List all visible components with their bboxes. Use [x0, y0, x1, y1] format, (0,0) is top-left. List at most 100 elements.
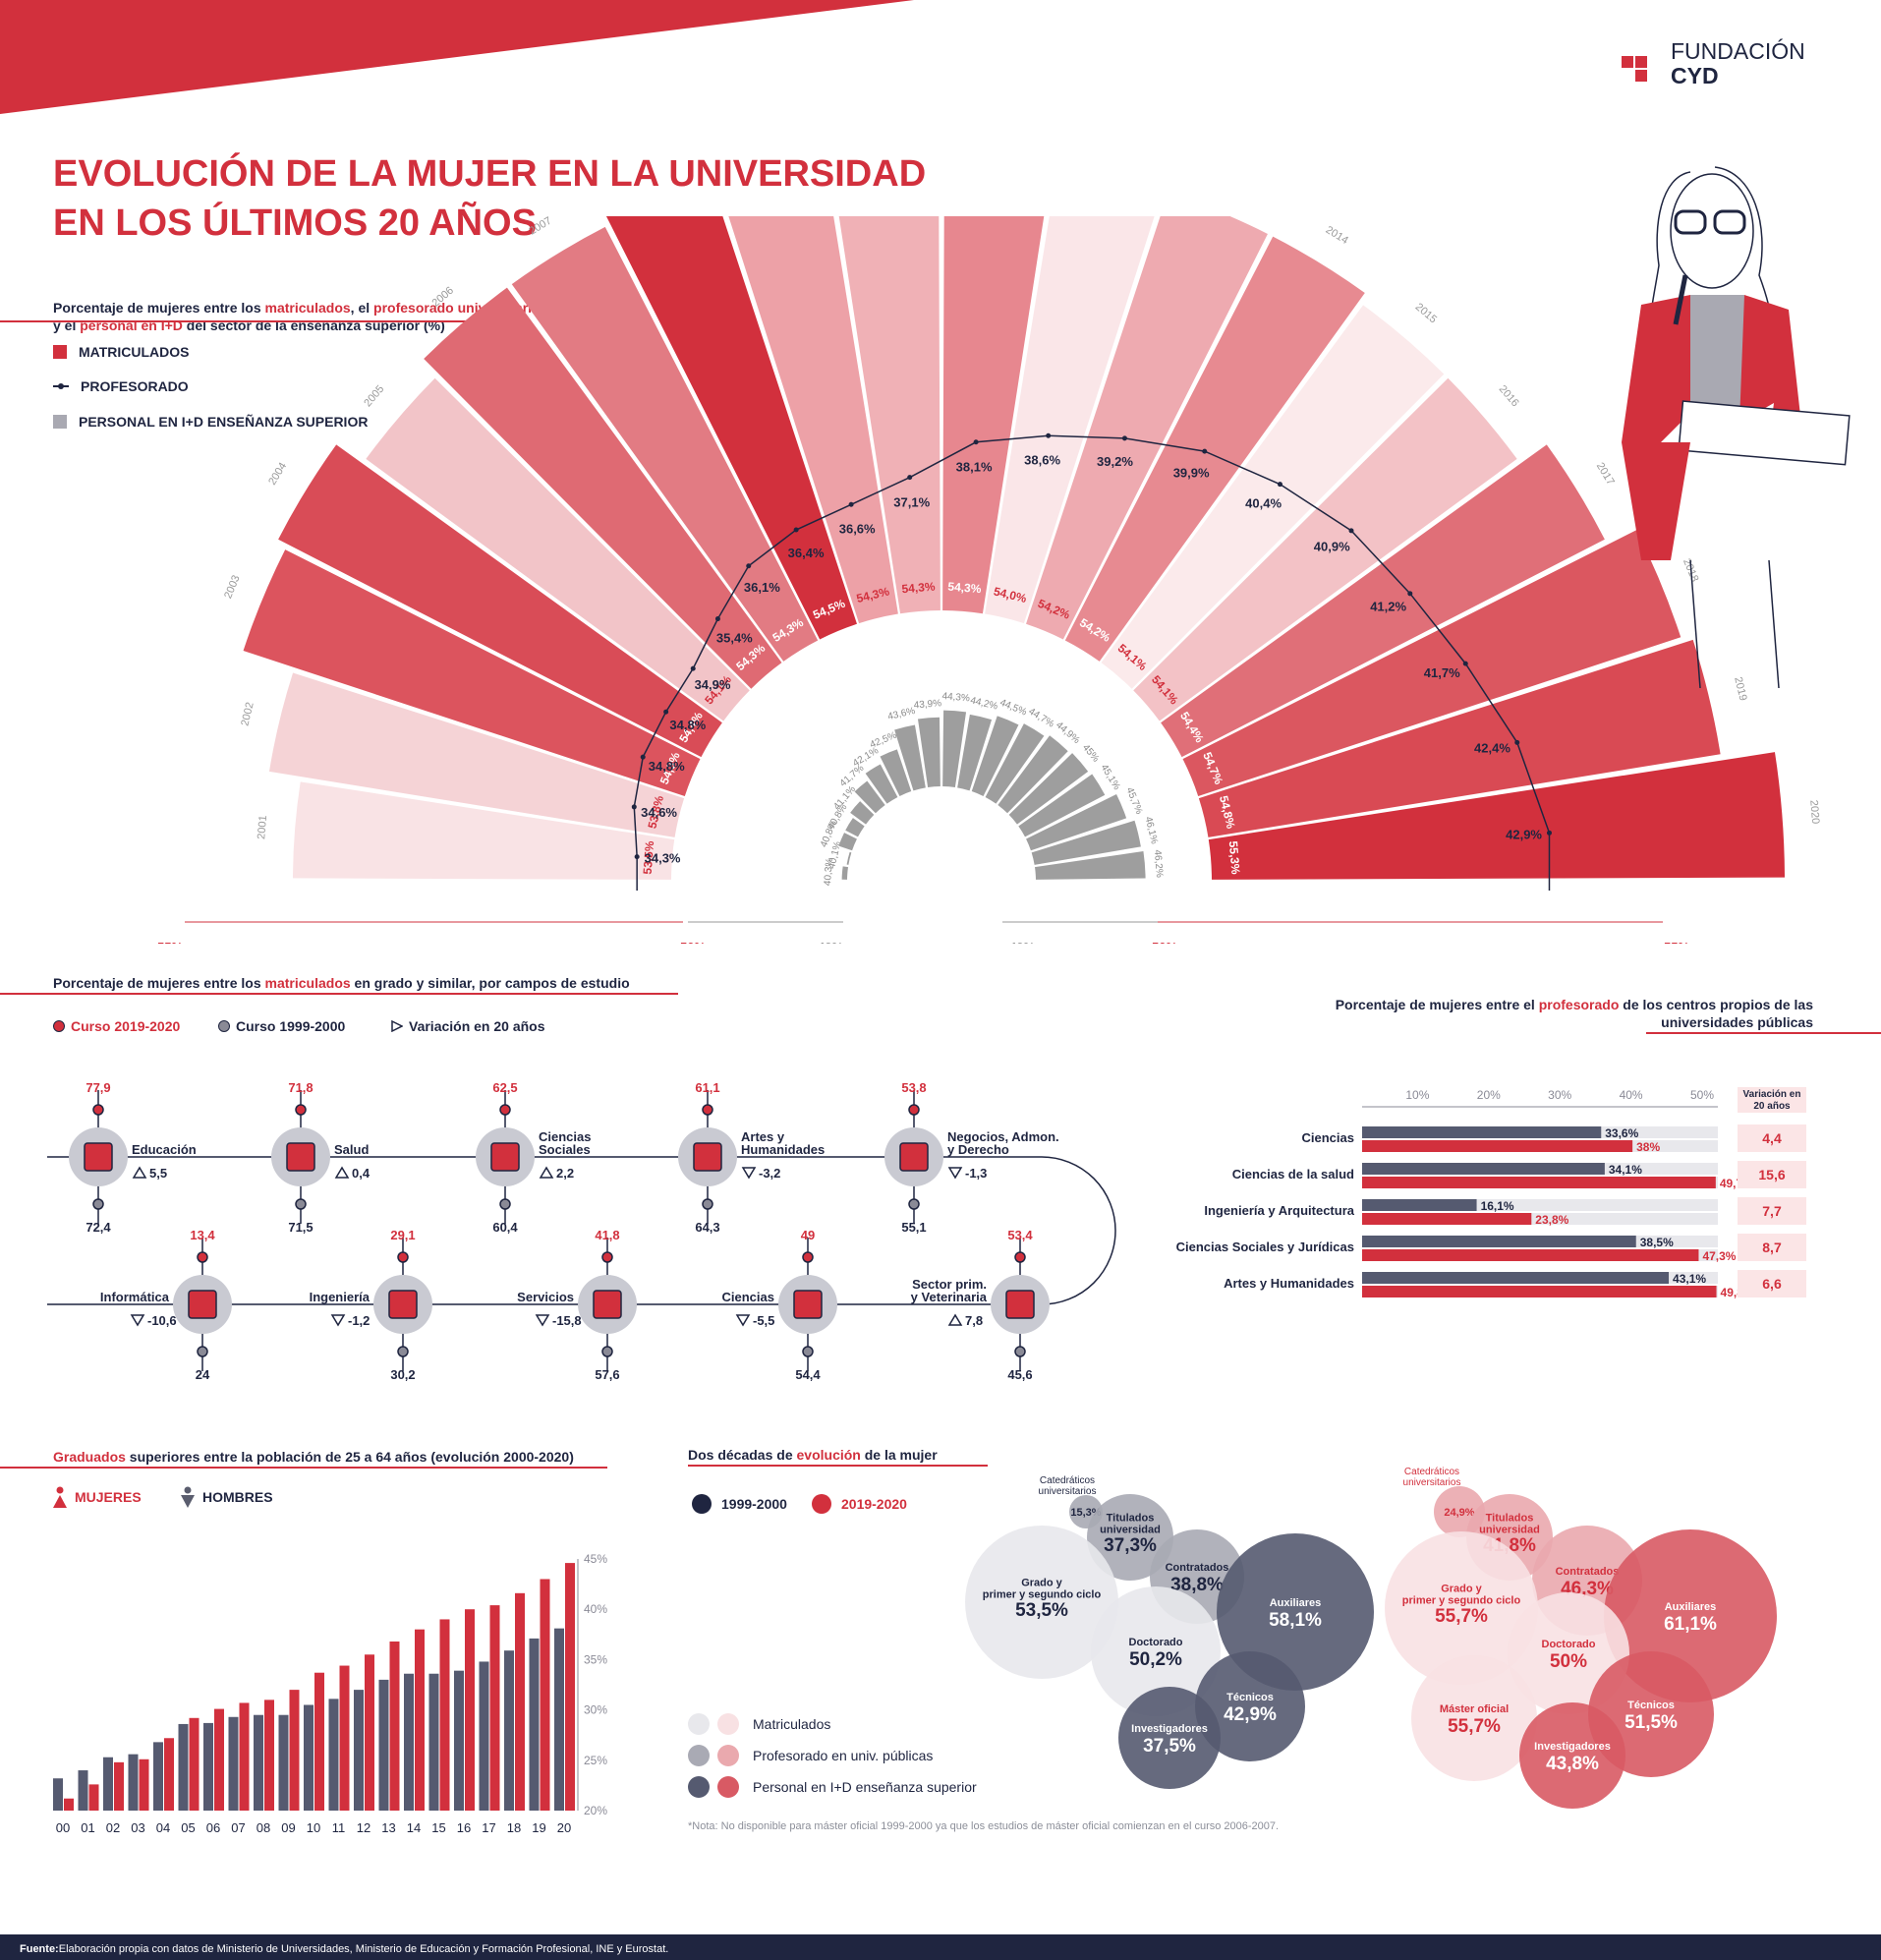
bar-hombres — [479, 1661, 489, 1811]
variation-value: 2,2 — [556, 1166, 574, 1181]
profesorado-point — [634, 854, 640, 860]
personal-bar-2009 — [894, 724, 926, 791]
logo-line2: CYD — [1671, 63, 1719, 88]
bar-mujeres — [515, 1592, 525, 1811]
bar-2019 — [1362, 1249, 1699, 1261]
bubble-value: 55,7% — [1448, 1716, 1501, 1737]
x-tick: 08 — [256, 1820, 270, 1835]
legend-personal: PERSONAL EN I+D ENSEÑANZA SUPERIOR — [53, 414, 368, 430]
profesorado-label: 34,9% — [695, 677, 731, 692]
field-label: Ciencias — [539, 1129, 591, 1144]
x-tick: 17 — [482, 1820, 495, 1835]
profesorado-label: 40,9% — [1314, 540, 1350, 554]
personal-bar-2012 — [957, 714, 993, 791]
profesorado-label: 41,2% — [1370, 599, 1406, 613]
bar-hombres — [203, 1722, 213, 1811]
bubble-label: Técnicos — [1627, 1700, 1675, 1711]
bubble-value: 38,8% — [1170, 1575, 1224, 1595]
profesorado-point — [1046, 432, 1052, 438]
value-2000: 30,2 — [390, 1367, 415, 1382]
matriculados-label: 53,5% — [641, 840, 657, 875]
bubble-label: universitarios — [1039, 1486, 1097, 1497]
woman-icon — [53, 1486, 67, 1508]
field-label: y Derecho — [947, 1142, 1009, 1157]
bar-2019 — [1362, 1140, 1633, 1152]
bar-hombres — [78, 1770, 88, 1811]
profesorado-point — [640, 754, 646, 760]
profesorado-label: 36,6% — [839, 522, 876, 537]
y-tick: 30% — [584, 1703, 607, 1717]
profesorado-point — [793, 527, 799, 533]
field-label: Negocios, Admon. — [947, 1129, 1059, 1144]
bubble-label: Grado y — [1441, 1584, 1482, 1595]
bubble-label: Catedráticos — [1040, 1475, 1095, 1486]
bubble-value: 58,1% — [1269, 1610, 1322, 1631]
variation-value: 5,5 — [149, 1166, 167, 1181]
value-2020: 71,8 — [288, 1080, 313, 1095]
x-tick: 12 — [357, 1820, 370, 1835]
bubble-value: 43,8% — [1546, 1754, 1599, 1774]
x-tick: 05 — [181, 1820, 195, 1835]
profesorado-label: 39,2% — [1097, 454, 1133, 469]
variation-value: 15,6 — [1758, 1167, 1785, 1182]
bar-hombres — [254, 1714, 263, 1811]
fan-title-rule — [0, 320, 467, 322]
variation-value: 6,6 — [1762, 1276, 1782, 1292]
value-2000: 60,4 — [492, 1220, 518, 1235]
y-tick: 45% — [584, 1552, 607, 1566]
profesorado-label: 35,4% — [716, 630, 753, 645]
profesorado-label: 36,4% — [788, 546, 825, 560]
variation-cell — [1738, 1270, 1806, 1297]
legend-type-matriculados: Matriculados — [688, 1713, 830, 1735]
variation-header-bg — [1738, 1087, 1806, 1113]
bubble-label: primer y segundo ciclo — [983, 1589, 1102, 1601]
profesorado-label: 34,3% — [645, 851, 681, 866]
bar-hombres — [529, 1638, 540, 1811]
bar-mujeres — [264, 1700, 274, 1811]
field-node: 13,4 24 Informática -10,6 — [100, 1228, 232, 1382]
x-tick: 10 — [307, 1820, 320, 1835]
field-label: Ciencias — [722, 1290, 774, 1304]
field-label: Sociales — [539, 1142, 591, 1157]
variation-value: -1,2 — [348, 1313, 370, 1328]
y-tick: 35% — [584, 1652, 607, 1666]
bar-mujeres — [314, 1672, 324, 1811]
variation-value: -3,2 — [759, 1166, 780, 1181]
matriculados-wedge-2012 — [985, 216, 1155, 624]
axis-label: 55% — [157, 940, 183, 944]
bar-mujeres — [164, 1738, 174, 1811]
legend-1999: 1999-2000 — [692, 1494, 787, 1514]
year-label: 2019 — [1732, 676, 1748, 703]
profesorado-label: 36,1% — [744, 580, 780, 595]
profesorado-point — [1348, 528, 1354, 534]
year-label: 2015 — [1413, 301, 1439, 325]
bubble-label: universitarios — [1403, 1477, 1461, 1488]
bar-mujeres — [389, 1641, 400, 1811]
field-node: 29,1 30,2 Ingeniería -1,2 — [310, 1228, 432, 1382]
x-tick: 09 — [281, 1820, 295, 1835]
variation-cell — [1738, 1197, 1806, 1225]
x-tick: 20 — [557, 1820, 571, 1835]
personal-label: 45% — [1080, 742, 1101, 764]
bar-mujeres — [365, 1654, 374, 1811]
triangle-up-icon — [947, 1313, 963, 1326]
year-label: 2020 — [1807, 799, 1821, 824]
category-label: Ciencias de la salud — [1232, 1167, 1354, 1182]
value-2000: 55,1 — [901, 1220, 926, 1235]
variation-value: 4,4 — [1762, 1130, 1782, 1146]
value-2020: 62,5 — [492, 1080, 517, 1095]
personal-label: 45,7% — [1123, 786, 1144, 817]
bar-hombres — [454, 1670, 464, 1811]
bar-mujeres — [565, 1563, 575, 1811]
legend-dot-icon — [692, 1494, 712, 1514]
x-tick: 13 — [381, 1820, 395, 1835]
legend-type-profesorado: Profesorado en univ. públicas — [688, 1745, 933, 1766]
profesorado-label: 37,1% — [893, 495, 930, 510]
top-band — [0, 0, 914, 114]
legend-hombres: HOMBRES — [181, 1486, 273, 1508]
bar-hombres — [328, 1699, 339, 1811]
fan-chart: 53,5%200140,3%53,8%200240,1%54,3%200340,… — [157, 216, 1821, 944]
value-1999: 34,1% — [1609, 1163, 1642, 1177]
